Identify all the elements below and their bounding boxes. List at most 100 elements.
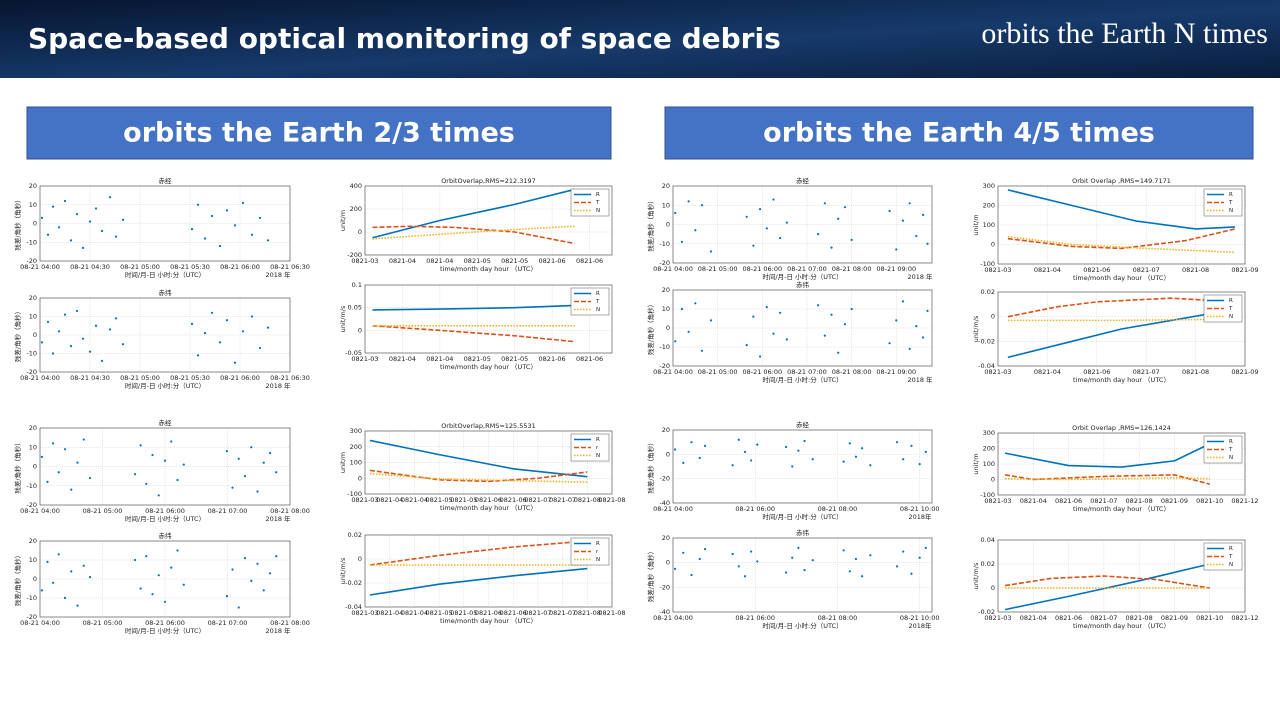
scatter-point (921, 336, 925, 339)
scatter-point (121, 218, 125, 221)
scatter-point (674, 340, 677, 343)
x-tick-label: 08-21 04:30 (70, 263, 110, 271)
y-tick-label: -20 (659, 259, 670, 267)
x-tick-label: 0821-09 (1231, 266, 1258, 274)
x-tick-label: 0821-03 (351, 609, 378, 617)
scatter-point (82, 564, 85, 567)
x-axis-label: 时间/月-日 小时:分（UTC） (125, 270, 205, 279)
scatter-point (275, 555, 278, 558)
scatter-point (76, 604, 79, 607)
x-tick-label: 0821-04 (389, 257, 416, 265)
scatter-point (57, 553, 60, 556)
scatter-point (842, 460, 845, 463)
series-line (372, 225, 575, 240)
scatter-point (210, 311, 214, 314)
scatter-point (233, 224, 237, 227)
scatter-point (266, 326, 270, 329)
x-tick-label: 08-21 04:00 (20, 374, 60, 382)
plot-frame (364, 185, 613, 256)
legend-label: N (1229, 455, 1233, 461)
scatter-point (57, 226, 61, 229)
scatter-point (687, 330, 690, 333)
y-tick-label: 0.05 (348, 304, 362, 312)
series-line (369, 439, 588, 478)
x-tick-label: 08-21 05:00 (120, 263, 160, 271)
x-tick-label: 0821-03 (984, 614, 1011, 622)
y-tick-label: -20 (659, 362, 670, 370)
y-tick-label: -20 (26, 501, 37, 509)
x-axis-label: 时间/月-日 小时:分（UTC） (125, 626, 205, 635)
scatter-point (910, 572, 913, 575)
y-tick-label: -20 (659, 475, 670, 483)
slide-title: Space-based optical monitoring of space … (28, 22, 781, 55)
scatter-point (673, 448, 677, 451)
scatter-point (850, 238, 853, 241)
x-tick-label: 0821-05 (450, 609, 477, 617)
y-tick-label: -200 (347, 251, 362, 259)
y-tick-label: 0 (33, 463, 37, 471)
scatter-point (203, 237, 207, 240)
scatter-point (680, 307, 684, 311)
scatter-point (854, 557, 858, 561)
plot-frame (997, 539, 1246, 613)
x-tick-label: 0821-07 (1133, 266, 1160, 274)
scatter-point (756, 443, 759, 446)
x-tick-label: 0821-08 (1182, 368, 1209, 376)
y-tick-label: 0 (666, 221, 670, 229)
x-axis-label: time/month day hour （UTC） (440, 617, 537, 625)
x-tick-label: 08-21 05:00 (698, 265, 738, 273)
scatter-point (731, 552, 734, 556)
legend-label: N (596, 453, 600, 459)
x-tick-label: 0821-06 (539, 355, 566, 363)
x-tick-label: 08-21 06:30 (270, 374, 310, 382)
scatter-point (231, 568, 234, 571)
y-axis-label: unit/m (972, 214, 980, 235)
scatter-point (203, 332, 207, 335)
scatter-point (133, 558, 137, 562)
chart-title: 赤纬 (159, 288, 173, 297)
section-label: orbits the Earth 4/5 times (763, 118, 1155, 149)
series-line (1007, 308, 1236, 359)
scatter-point (262, 589, 265, 592)
scatter-point (694, 229, 697, 232)
x-tick-label: 0821-05 (426, 496, 453, 504)
x-axis-label: time/month day hour （UTC） (1073, 505, 1170, 513)
scatter-point (869, 464, 872, 467)
scatter-point (694, 302, 697, 305)
scatter-point (682, 551, 685, 554)
scatter-point (756, 560, 759, 563)
scatter-point (76, 461, 79, 464)
chart-title: 赤纬 (796, 280, 810, 289)
legend-label: N (1229, 314, 1233, 320)
scatter-point (817, 233, 820, 236)
scatter-point (241, 330, 245, 333)
plot-frame (997, 291, 1246, 367)
x-tick-label: 0821-07 (1090, 497, 1117, 505)
y-tick-label: 0.02 (348, 531, 362, 539)
chart-title: Orbit Overlap ,RMS=149.7171 (1072, 177, 1171, 185)
scatter-point (752, 244, 755, 247)
x-tick-label: 08-21 06:00 (220, 263, 260, 271)
axis-note: 2018 年 (907, 375, 933, 384)
y-tick-label: 10 (662, 201, 670, 209)
series-line (372, 325, 575, 343)
scatter-point (830, 246, 833, 249)
x-tick-label: 0821-06 (1083, 266, 1110, 274)
scatter-point (170, 566, 173, 569)
x-tick-label: 08-21 04:00 (653, 265, 693, 273)
x-tick-label: 08-21 09:00 (876, 368, 916, 376)
x-tick-label: 0821-07 (549, 496, 576, 504)
scatter-point (250, 233, 254, 236)
scatter-point (82, 438, 85, 441)
x-tick-label: 0821-05 (501, 257, 528, 265)
y-axis-label: 残差/角秒（角秒） (646, 197, 655, 251)
plot-area (673, 186, 932, 263)
x-tick-label: 08-21 05:00 (120, 374, 160, 382)
scatter-point (151, 453, 154, 457)
y-axis-label: unit/m (339, 210, 347, 231)
scatter-point (268, 451, 272, 455)
chart-title: 赤经 (796, 420, 810, 429)
chart-title: OrbitOverlap,RMS=212.3197 (441, 177, 536, 185)
scatter-point (88, 220, 92, 223)
scatter-point (108, 328, 112, 331)
